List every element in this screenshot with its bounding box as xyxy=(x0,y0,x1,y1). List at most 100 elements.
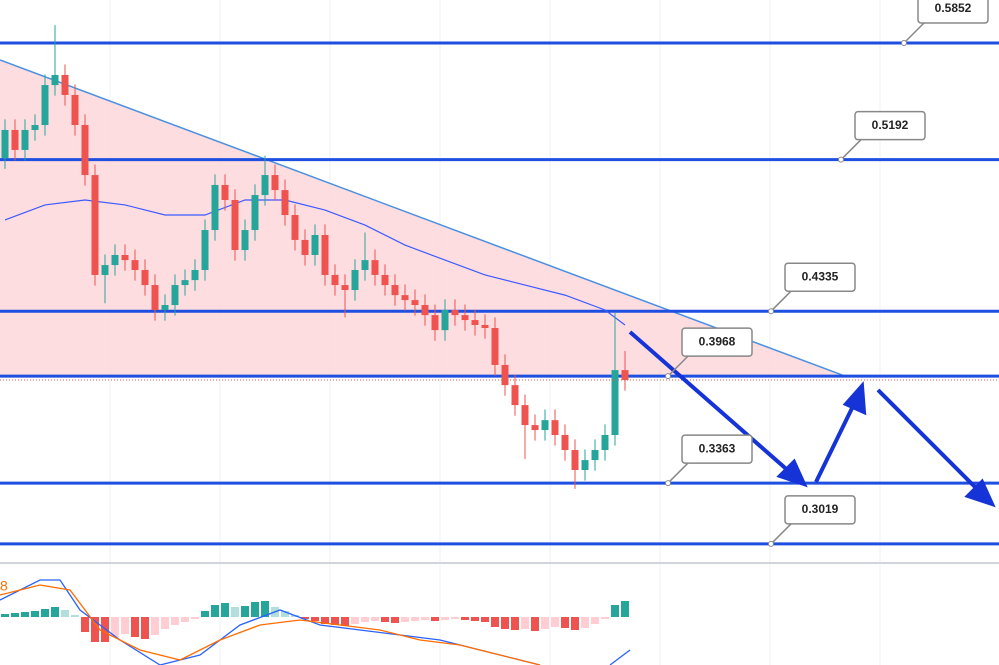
candle-body xyxy=(231,199,239,251)
histogram-bar xyxy=(111,617,119,637)
level-label: 0.3968 xyxy=(699,334,736,348)
forecast-arrows xyxy=(628,330,996,508)
arrow xyxy=(876,388,984,496)
candle-body xyxy=(411,300,419,306)
histogram-bar xyxy=(311,617,319,621)
candle-body xyxy=(91,175,99,275)
candle-body xyxy=(151,285,159,310)
candle-body xyxy=(521,405,529,426)
candle-body xyxy=(51,74,59,86)
label-box xyxy=(681,434,753,464)
label-pointer xyxy=(770,523,792,545)
label-pointer xyxy=(770,290,792,312)
histogram-bar xyxy=(401,617,409,622)
histogram-bar xyxy=(491,617,499,627)
label-box xyxy=(854,110,926,141)
candle-body xyxy=(141,270,149,286)
histogram-bar xyxy=(151,617,159,635)
histogram-bar xyxy=(381,617,389,622)
label-anchor xyxy=(665,480,671,487)
label-pointer xyxy=(667,355,689,377)
candle-body xyxy=(451,309,459,316)
candle-body xyxy=(71,94,79,126)
candle-body xyxy=(291,215,299,240)
label-pointer xyxy=(840,139,862,161)
candle-body xyxy=(341,285,349,290)
histogram-bar xyxy=(471,617,479,621)
histogram-bar xyxy=(171,617,179,625)
label-box xyxy=(784,495,856,525)
arrow xyxy=(628,330,794,476)
candle-body xyxy=(251,195,259,231)
candle-body xyxy=(11,129,19,150)
candle-body xyxy=(441,309,449,331)
histogram-bar xyxy=(11,613,19,617)
histogram-bar xyxy=(301,617,309,619)
candle-body xyxy=(351,270,359,290)
histogram-bar xyxy=(541,617,549,629)
histogram-bar xyxy=(391,617,399,623)
histogram-bar xyxy=(371,617,379,621)
macd-label: 8 xyxy=(0,578,8,594)
histogram-bar xyxy=(621,601,629,617)
candle-body xyxy=(1,129,9,159)
histogram-bar xyxy=(431,617,439,621)
signal-line xyxy=(0,584,541,665)
candle-body xyxy=(241,230,249,251)
histogram-bar xyxy=(611,605,619,617)
histogram-bar xyxy=(341,617,349,626)
histogram-bar xyxy=(41,609,49,617)
histogram-bar xyxy=(161,617,169,629)
level-label: 0.3019 xyxy=(802,502,839,516)
histogram-bar xyxy=(331,617,339,625)
histogram-bar xyxy=(591,617,599,624)
histogram-bar xyxy=(141,617,149,639)
label-anchor xyxy=(838,156,844,163)
histogram-bar xyxy=(421,617,429,620)
histogram-bar xyxy=(251,602,259,617)
histogram-bar xyxy=(551,617,559,627)
histogram-bar xyxy=(571,617,579,630)
candle-body xyxy=(331,274,339,286)
macd-line xyxy=(609,649,631,665)
histogram-bar xyxy=(51,607,59,617)
label-box xyxy=(681,327,753,357)
candle-body xyxy=(551,420,559,435)
candle-body xyxy=(121,254,129,261)
candle-body xyxy=(271,175,279,191)
trendline xyxy=(0,59,846,377)
histogram-bar xyxy=(441,617,449,620)
label-anchor xyxy=(768,540,774,547)
candle-body xyxy=(461,315,469,321)
histogram-bar xyxy=(481,617,489,622)
price-pane xyxy=(0,25,999,546)
histogram-bar xyxy=(71,615,79,617)
candle-body xyxy=(601,434,609,451)
histogram-bar xyxy=(21,612,29,617)
label-box xyxy=(784,262,856,292)
histogram-bar xyxy=(561,617,569,628)
candle-body xyxy=(561,434,569,451)
candle-body xyxy=(111,254,119,266)
histogram-bar xyxy=(191,617,199,619)
histogram-bar xyxy=(511,617,519,630)
histogram-bar xyxy=(131,617,139,637)
histogram-bar xyxy=(1,614,9,617)
candle-body xyxy=(391,285,399,296)
candle-body xyxy=(161,305,169,310)
histogram-bar xyxy=(31,611,39,617)
level-label: 0.5192 xyxy=(872,118,909,132)
level-label: 0.3363 xyxy=(699,441,736,455)
candle-body xyxy=(621,370,629,380)
candle-body xyxy=(581,460,589,470)
candle-body xyxy=(281,190,289,216)
candle-body xyxy=(531,425,539,431)
histogram-bar xyxy=(201,611,209,617)
histogram-bar xyxy=(61,610,69,617)
histogram-bar xyxy=(411,617,419,621)
histogram-bar xyxy=(521,617,529,629)
label-anchor xyxy=(768,308,774,315)
candle-body xyxy=(81,125,89,176)
histogram-bar xyxy=(531,617,539,631)
candle-body xyxy=(481,325,489,329)
